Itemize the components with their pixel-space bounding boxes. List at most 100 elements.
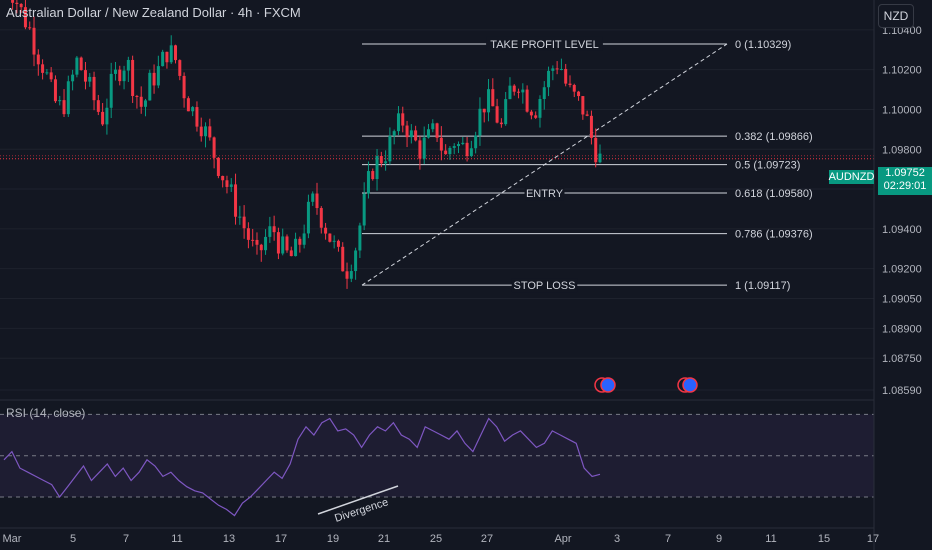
candle-body (589, 115, 593, 138)
candle-body (341, 246, 345, 272)
price-tick-label: 1.09050 (882, 294, 922, 306)
candle-body (491, 89, 495, 107)
time-tick-label: 21 (378, 533, 390, 545)
candle-body (178, 60, 182, 76)
candle-body (208, 126, 212, 138)
candle-body (126, 59, 130, 71)
price-tick-label: 1.09400 (882, 224, 922, 236)
time-tick-label: 11 (171, 533, 182, 545)
candle-body (45, 72, 49, 74)
candle-body (19, 3, 23, 8)
candle-body (212, 137, 216, 158)
current-price-value: 1.09752 (885, 167, 925, 179)
candle-body (426, 129, 430, 138)
time-tick-label: 7 (123, 533, 129, 545)
candle-body (71, 74, 75, 82)
trend-line (361, 43, 728, 286)
candlestick-series (11, 0, 602, 289)
fib-annotation-label: TAKE PROFIT LEVEL (490, 39, 598, 51)
candle-body (281, 236, 285, 254)
rsi-pane: 60.0040.0020.00 (0, 413, 910, 525)
candle-body (517, 91, 521, 93)
candle-body (388, 135, 392, 162)
candle-body (139, 96, 143, 107)
candle-body (268, 226, 272, 237)
candle-body (131, 59, 135, 96)
candle-body (28, 27, 32, 29)
candle-body (182, 75, 186, 99)
candle-body (474, 135, 478, 149)
candle-body (594, 137, 598, 163)
candle-body (302, 233, 306, 245)
price-tick-label: 1.09800 (882, 144, 922, 156)
candle-body (581, 96, 585, 115)
candle-body (542, 87, 546, 100)
candle-body (66, 81, 70, 115)
candle-body (152, 72, 156, 86)
time-tick-label: 15 (818, 533, 830, 545)
candle-body (585, 114, 589, 116)
candle-body (225, 180, 229, 187)
candle-body (555, 68, 559, 70)
current-price-tag: 1.09752 02:29:01 (878, 167, 932, 195)
candle-body (238, 216, 242, 218)
candle-body (499, 122, 503, 125)
event-icon[interactable] (600, 377, 616, 393)
fib-level-label: 0.382 (1.09866) (735, 131, 813, 143)
candle-body (276, 232, 280, 254)
time-tick-label: 19 (327, 533, 339, 545)
candle-body (255, 239, 259, 245)
currency-button[interactable]: NZD (878, 4, 914, 28)
time-axis: Mar 5 7 11 13 17 19 21 25 27 Apr 3 7 9 11 15 17 (0, 527, 879, 545)
time-tick-label: 25 (430, 533, 442, 545)
candle-body (444, 150, 448, 155)
candle-body (371, 171, 375, 180)
candle-body (23, 7, 27, 28)
candle-body (529, 111, 533, 116)
fib-retracement: 0 (1.10329) TAKE PROFIT LEVEL 0.382 (1.098… (0, 36, 874, 293)
candle-body (354, 250, 358, 272)
candle-body (538, 99, 542, 118)
candle-body (49, 72, 53, 80)
price-tick-label: 1.08590 (882, 385, 922, 397)
candle-body (105, 107, 109, 125)
candle-body (204, 126, 208, 137)
candle-body (199, 126, 203, 137)
fib-level-label: 0.786 (1.09376) (735, 229, 813, 241)
candle-body (169, 45, 173, 63)
candle-body (88, 76, 92, 82)
candle-body (148, 72, 152, 101)
fib-annotation-bg (524, 186, 565, 201)
time-tick-label: 7 (665, 533, 671, 545)
candle-body (487, 89, 491, 113)
candle-body (264, 236, 268, 251)
candle-body (251, 239, 255, 241)
candle-body (358, 225, 362, 251)
price-tick-label: 1.10000 (882, 104, 922, 116)
candle-body (62, 100, 66, 115)
price-tick-label: 1.08750 (882, 353, 922, 365)
candle-body (101, 111, 105, 125)
candle-body (294, 238, 298, 257)
fib-level-label: 1 (1.09117) (735, 280, 790, 292)
event-icon[interactable] (682, 377, 698, 393)
candle-body (122, 70, 126, 82)
fib-annotation-label: STOP LOSS (514, 280, 576, 292)
candle-body (332, 240, 336, 242)
candle-body (405, 125, 409, 138)
candle-body (439, 137, 443, 151)
candle-body (15, 2, 19, 4)
candle-body (422, 137, 426, 159)
candle-body (285, 236, 289, 251)
candle-body (465, 142, 469, 157)
candle-body (165, 51, 169, 63)
candle-countdown: 02:29:01 (883, 180, 927, 192)
candle-body (469, 148, 473, 157)
candle-body (461, 142, 465, 145)
candle-body (259, 244, 263, 251)
time-tick-label: 9 (716, 533, 722, 545)
candle-body (161, 51, 165, 67)
fib-annotation-label: ENTRY (526, 188, 564, 200)
candle-body (418, 140, 422, 159)
